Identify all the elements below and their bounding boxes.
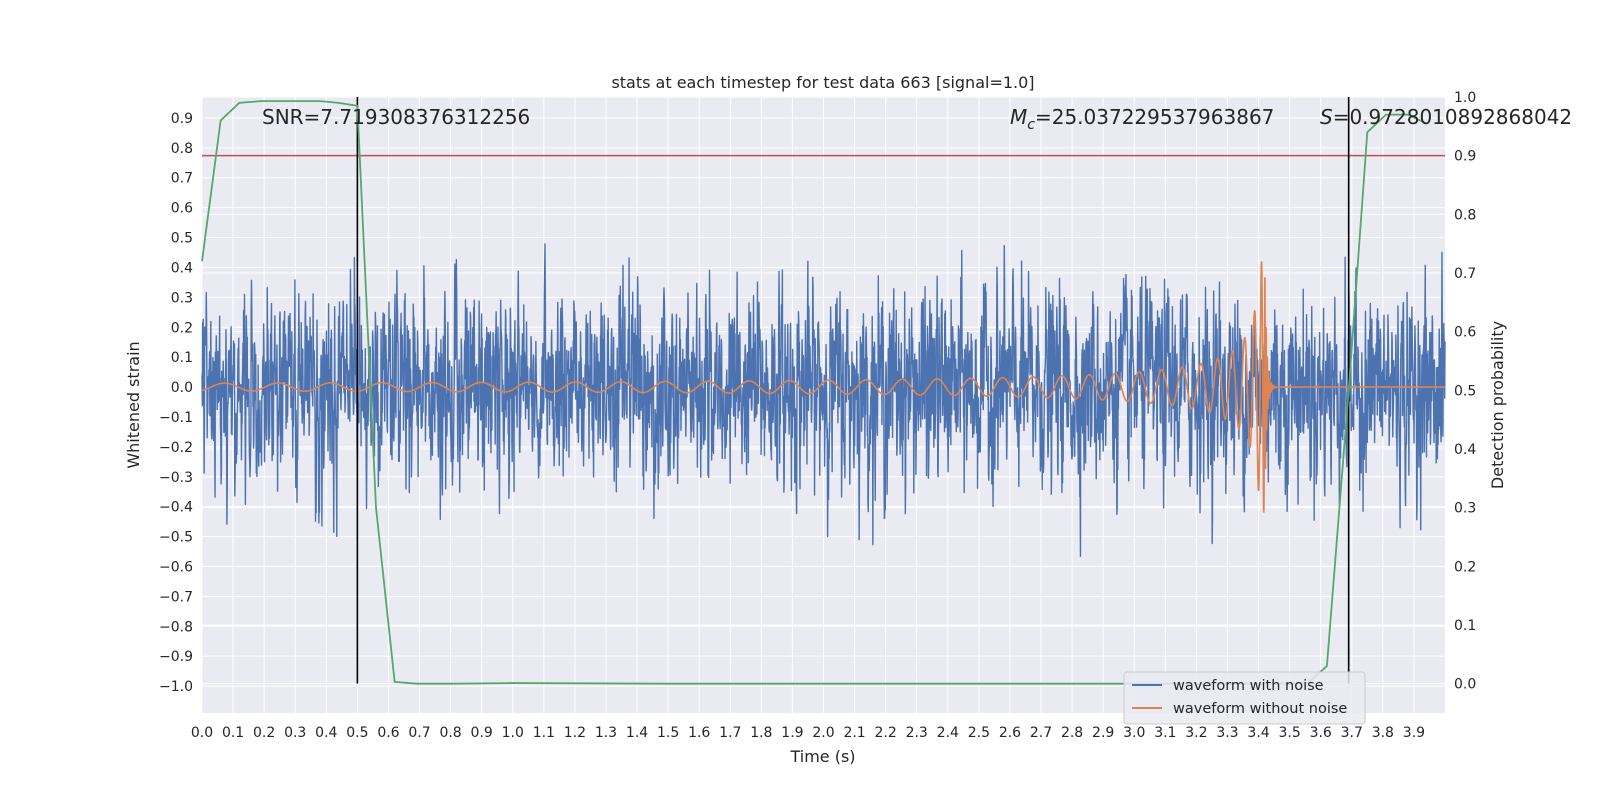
x-tick-label: 1.1 <box>533 725 555 741</box>
y-tick-label: −0.3 <box>159 470 193 486</box>
x-axis-label: Time (s) <box>789 747 855 766</box>
legend: waveform with noise waveform without noi… <box>1123 671 1366 725</box>
x-tick-label: 1.3 <box>595 725 617 741</box>
x-tick-label: 2.8 <box>1061 725 1083 741</box>
y-tick-label: −0.2 <box>159 440 193 456</box>
x-tick-label: 0.5 <box>346 725 368 741</box>
right-y-axis-ticks: 1.0 0.9 0.8 0.7 0.6 0.5 0.4 0.3 0.2 0.1 0.0 <box>1454 90 1476 693</box>
y-tick-label: −0.7 <box>159 589 193 605</box>
x-tick-label: 0.0 <box>191 725 213 741</box>
x-tick-label: 3.5 <box>1278 725 1300 741</box>
x-tick-label: 0.3 <box>284 725 306 741</box>
x-tick-label: 3.3 <box>1216 725 1238 741</box>
x-tick-label: 1.2 <box>564 725 586 741</box>
chart-title: stats at each timestep for test data 663… <box>611 73 1034 92</box>
right-y-tick-label: 0.9 <box>1454 149 1476 165</box>
y-axis-label: Whitened strain <box>124 341 143 468</box>
x-tick-label: 3.4 <box>1247 725 1269 741</box>
right-y-tick-label: 0.6 <box>1454 325 1476 341</box>
x-tick-label: 3.0 <box>1123 725 1145 741</box>
x-tick-label: 0.8 <box>439 725 461 741</box>
legend-label-clean: waveform without noise <box>1173 701 1347 717</box>
s-value: =0.9728010892868042 <box>1333 105 1572 129</box>
x-tick-label: 1.7 <box>719 725 741 741</box>
y-axis-ticks: 0.9 0.8 0.7 0.6 0.5 0.4 0.3 0.2 0.1 0.0 −0.1 −0.2 −0… <box>159 111 193 695</box>
x-tick-label: 2.4 <box>937 725 959 741</box>
x-axis-ticks: 0.0 0.1 0.2 0.3 0.4 0.5 0.6 0.7 0.8 0.9 1.0 1.1 1.2 1… <box>191 725 1425 741</box>
y-tick-label: 0.2 <box>171 320 193 336</box>
y-tick-label: −0.6 <box>159 559 193 575</box>
x-tick-label: 1.6 <box>688 725 710 741</box>
y-tick-label: 0.4 <box>171 260 193 276</box>
x-tick-label: 3.1 <box>1154 725 1176 741</box>
x-tick-label: 1.8 <box>750 725 772 741</box>
x-tick-label: 1.9 <box>781 725 803 741</box>
x-tick-label: 0.9 <box>471 725 493 741</box>
x-tick-label: 1.5 <box>657 725 679 741</box>
legend-box <box>1123 671 1366 725</box>
s-symbol: S <box>1320 105 1333 129</box>
y-tick-label: 0.9 <box>171 111 193 127</box>
y-tick-label: −0.4 <box>159 500 193 516</box>
right-y-tick-label: 0.8 <box>1454 207 1476 223</box>
x-tick-label: 3.7 <box>1341 725 1363 741</box>
chirp-mass-subscript: c <box>1027 117 1035 133</box>
chirp-mass-value: =25.037229537963867 <box>1035 105 1274 129</box>
series-waveform-without-noise <box>201 261 1445 513</box>
detection-probability-line <box>201 100 1427 685</box>
x-tick-label: 2.1 <box>843 725 865 741</box>
x-tick-label: 2.2 <box>875 725 897 741</box>
y-tick-label: 0.7 <box>171 171 193 187</box>
right-y-tick-label: 0.5 <box>1454 383 1476 399</box>
series-detection-probability <box>201 100 1427 685</box>
chirp-mass-annotation: Mc=25.037229537963867 <box>1010 105 1274 133</box>
series-waveform-with-noise <box>201 243 1446 558</box>
y-tick-label: −1.0 <box>159 679 193 695</box>
snr-annotation: SNR=7.719308376312256 <box>262 105 530 129</box>
x-tick-label: 1.4 <box>626 725 648 741</box>
s-annotation: S=0.9728010892868042 <box>1320 105 1572 129</box>
x-tick-label: 2.5 <box>968 725 990 741</box>
chirp-mass-symbol: M <box>1010 105 1027 129</box>
x-tick-label: 3.8 <box>1372 725 1394 741</box>
x-tick-label: 0.4 <box>315 725 337 741</box>
y-tick-label: 0.5 <box>171 231 193 247</box>
y-tick-label: 0.1 <box>171 350 193 366</box>
waveform-without-noise-line <box>201 261 1445 513</box>
x-tick-label: 2.0 <box>812 725 834 741</box>
y-tick-label: 0.3 <box>171 290 193 306</box>
y-tick-label: −0.5 <box>159 530 193 546</box>
x-tick-label: 3.6 <box>1310 725 1332 741</box>
x-tick-label: 2.6 <box>999 725 1021 741</box>
waveform-with-noise-line <box>201 243 1446 558</box>
right-y-tick-label: 0.3 <box>1454 501 1476 517</box>
x-tick-label: 2.9 <box>1092 725 1114 741</box>
legend-label-noise: waveform with noise <box>1173 678 1324 694</box>
y-tick-label: −0.9 <box>159 649 193 665</box>
x-tick-label: 0.6 <box>377 725 399 741</box>
y-tick-label: 0.0 <box>171 380 193 396</box>
y-tick-label: −0.8 <box>159 619 193 635</box>
x-tick-label: 2.7 <box>1030 725 1052 741</box>
x-tick-label: 1.0 <box>502 725 524 741</box>
right-y-tick-label: 0.0 <box>1454 677 1476 693</box>
right-y-tick-label: 1.0 <box>1454 90 1476 106</box>
x-tick-label: 2.3 <box>906 725 928 741</box>
y-tick-label: 0.6 <box>171 201 193 217</box>
x-tick-label: 0.7 <box>408 725 430 741</box>
right-y-tick-label: 0.2 <box>1454 559 1476 575</box>
x-tick-label: 3.2 <box>1185 725 1207 741</box>
y-tick-label: −0.1 <box>159 410 193 426</box>
right-y-tick-label: 0.1 <box>1454 618 1476 634</box>
right-y-tick-label: 0.7 <box>1454 266 1476 282</box>
right-y-axis-label: Detection probability <box>1488 321 1507 489</box>
right-y-tick-label: 0.4 <box>1454 442 1476 458</box>
x-tick-label: 3.9 <box>1403 725 1425 741</box>
y-tick-label: 0.8 <box>171 141 193 157</box>
x-tick-label: 0.2 <box>253 725 275 741</box>
x-tick-label: 0.1 <box>222 725 244 741</box>
